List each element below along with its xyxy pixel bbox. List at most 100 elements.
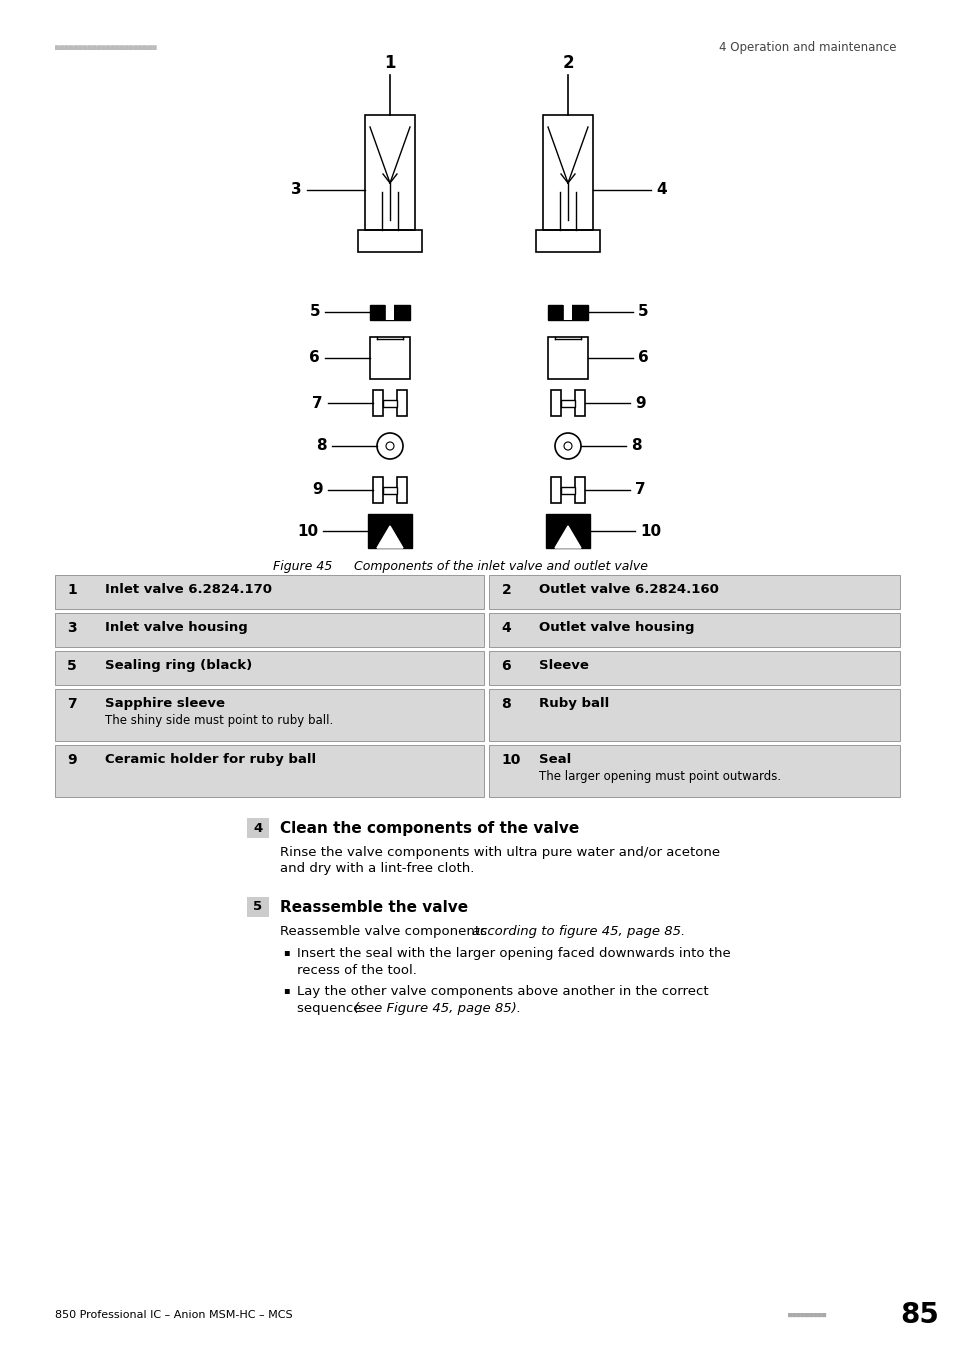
Bar xyxy=(365,115,415,230)
Bar xyxy=(547,305,587,320)
Text: and dry with a lint-free cloth.: and dry with a lint-free cloth. xyxy=(280,863,474,875)
Bar xyxy=(489,745,899,796)
Text: Clean the components of the valve: Clean the components of the valve xyxy=(280,821,578,836)
Text: Sealing ring (black): Sealing ring (black) xyxy=(105,659,252,672)
Bar xyxy=(247,896,269,917)
Text: Outlet valve 6.2824.160: Outlet valve 6.2824.160 xyxy=(539,583,719,595)
Bar xyxy=(370,338,410,379)
Text: 9: 9 xyxy=(67,753,76,767)
Text: Outlet valve housing: Outlet valve housing xyxy=(539,621,695,634)
Bar xyxy=(575,477,584,504)
Text: 2: 2 xyxy=(561,54,573,72)
Bar xyxy=(247,818,269,838)
Text: Insert the seal with the larger opening faced downwards into the: Insert the seal with the larger opening … xyxy=(296,946,730,960)
Bar xyxy=(396,477,407,504)
Text: 85: 85 xyxy=(899,1301,938,1328)
Bar xyxy=(551,390,560,416)
Text: 4: 4 xyxy=(501,621,511,634)
Text: Sleeve: Sleeve xyxy=(539,659,589,672)
Text: The larger opening must point outwards.: The larger opening must point outwards. xyxy=(539,769,781,783)
Bar xyxy=(555,339,580,369)
Text: Seal: Seal xyxy=(539,753,571,765)
Text: 9: 9 xyxy=(312,482,323,498)
Bar xyxy=(560,486,575,494)
Text: 8: 8 xyxy=(316,439,327,454)
Text: Inlet valve 6.2824.170: Inlet valve 6.2824.170 xyxy=(105,583,272,595)
Text: 10: 10 xyxy=(639,524,660,539)
Text: 5: 5 xyxy=(309,305,319,320)
Text: 1: 1 xyxy=(384,54,395,72)
Bar xyxy=(373,390,382,416)
Text: 2: 2 xyxy=(501,583,511,597)
Text: recess of the tool.: recess of the tool. xyxy=(296,964,416,977)
Bar xyxy=(382,400,396,406)
Bar xyxy=(357,230,421,252)
Text: ■■■■■■■■■: ■■■■■■■■■ xyxy=(787,1312,825,1318)
Bar xyxy=(575,390,584,416)
Text: (see Figure 45, page 85).: (see Figure 45, page 85). xyxy=(354,1002,520,1015)
Bar xyxy=(396,390,407,416)
Text: Ruby ball: Ruby ball xyxy=(539,697,609,710)
Text: ▪: ▪ xyxy=(283,986,290,995)
Circle shape xyxy=(386,441,394,450)
Text: 8: 8 xyxy=(501,697,511,711)
Bar xyxy=(536,230,599,252)
Text: Lay the other valve components above another in the correct: Lay the other valve components above ano… xyxy=(296,986,708,998)
Text: 7: 7 xyxy=(312,396,323,410)
Text: 850 Professional IC – Anion MSM-HC – MCS: 850 Professional IC – Anion MSM-HC – MCS xyxy=(55,1310,293,1320)
Text: 5: 5 xyxy=(638,305,648,320)
Bar xyxy=(55,651,484,684)
Text: 6: 6 xyxy=(638,351,648,366)
Bar xyxy=(547,338,587,379)
Bar xyxy=(55,688,484,741)
Bar xyxy=(368,514,412,548)
Bar xyxy=(542,115,593,230)
Text: Reassemble valve components: Reassemble valve components xyxy=(280,925,491,938)
Text: 5: 5 xyxy=(67,659,76,674)
Bar xyxy=(55,575,484,609)
Text: 1: 1 xyxy=(67,583,76,597)
Text: Sapphire sleeve: Sapphire sleeve xyxy=(105,697,225,710)
Text: 7: 7 xyxy=(635,482,645,498)
Text: Reassemble the valve: Reassemble the valve xyxy=(280,899,468,914)
Text: 3: 3 xyxy=(67,621,76,634)
Bar xyxy=(489,575,899,609)
Bar xyxy=(563,304,572,320)
Text: 10: 10 xyxy=(501,753,520,767)
Text: Components of the inlet valve and outlet valve: Components of the inlet valve and outlet… xyxy=(337,560,647,572)
Text: 4: 4 xyxy=(253,822,262,834)
Text: 8: 8 xyxy=(630,439,641,454)
Bar xyxy=(489,688,899,741)
Polygon shape xyxy=(376,526,402,548)
Bar xyxy=(385,304,395,320)
Text: 4 Operation and maintenance: 4 Operation and maintenance xyxy=(719,42,896,54)
Text: 3: 3 xyxy=(291,182,302,197)
Text: sequence: sequence xyxy=(296,1002,365,1015)
Text: according to figure 45, page 85.: according to figure 45, page 85. xyxy=(472,925,684,938)
Polygon shape xyxy=(555,526,580,548)
Text: Inlet valve housing: Inlet valve housing xyxy=(105,621,248,634)
Text: ■■■■■■■■■■■■■■■■■■■■■■: ■■■■■■■■■■■■■■■■■■■■■■ xyxy=(55,43,156,53)
Bar xyxy=(551,477,560,504)
Text: 4: 4 xyxy=(656,182,666,197)
Bar xyxy=(370,305,410,320)
Bar xyxy=(489,651,899,684)
Text: 6: 6 xyxy=(501,659,511,674)
Bar xyxy=(489,613,899,647)
Text: Ceramic holder for ruby ball: Ceramic holder for ruby ball xyxy=(105,753,315,765)
Bar xyxy=(545,514,589,548)
Bar xyxy=(560,400,575,406)
Text: The shiny side must point to ruby ball.: The shiny side must point to ruby ball. xyxy=(105,714,333,728)
Bar xyxy=(373,477,382,504)
Text: 5: 5 xyxy=(253,900,262,914)
Circle shape xyxy=(563,441,572,450)
Text: Figure 45: Figure 45 xyxy=(273,560,332,572)
Text: Rinse the valve components with ultra pure water and/or acetone: Rinse the valve components with ultra pu… xyxy=(280,846,720,859)
Text: 6: 6 xyxy=(309,351,319,366)
Text: ▪: ▪ xyxy=(283,946,290,957)
Text: 10: 10 xyxy=(296,524,317,539)
Bar xyxy=(382,486,396,494)
Bar xyxy=(55,745,484,796)
Text: 7: 7 xyxy=(67,697,76,711)
Bar xyxy=(376,339,402,369)
